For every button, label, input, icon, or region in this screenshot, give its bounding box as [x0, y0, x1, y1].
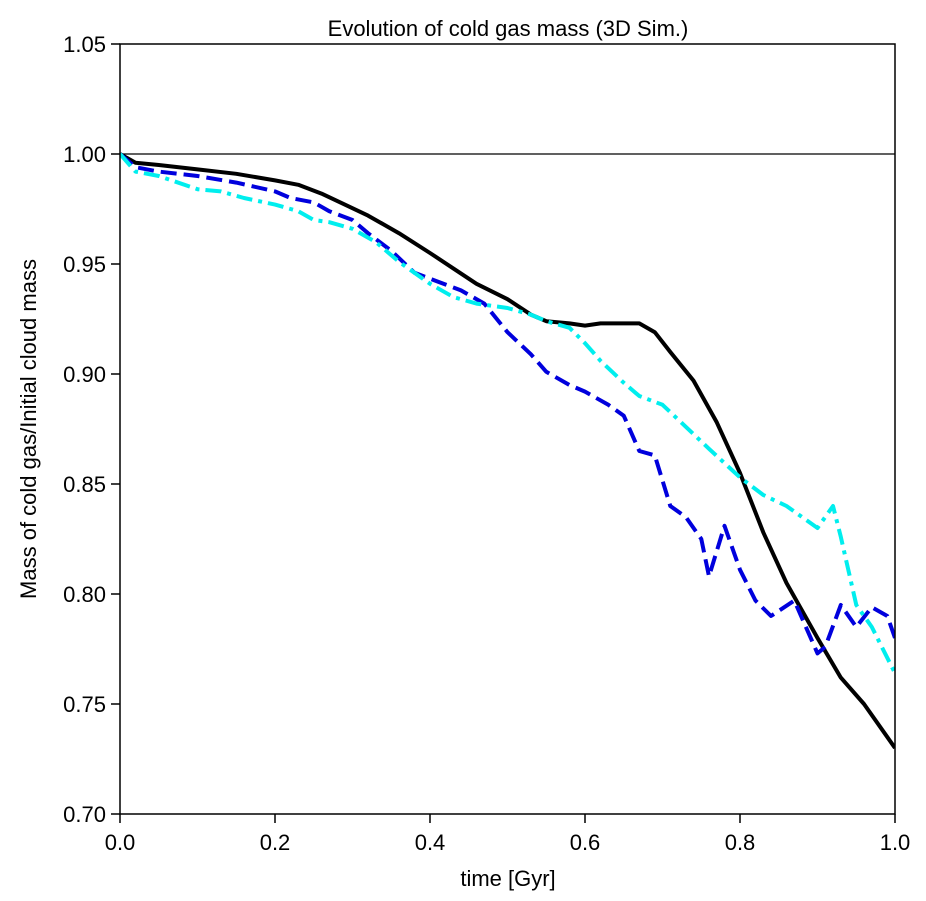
y-tick-label: 0.80	[63, 582, 106, 607]
chart-title: Evolution of cold gas mass (3D Sim.)	[328, 16, 689, 41]
x-tick-label: 1.0	[880, 830, 911, 855]
x-tick-label: 0.2	[260, 830, 291, 855]
y-tick-label: 1.00	[63, 142, 106, 167]
x-tick-label: 0.6	[570, 830, 601, 855]
y-tick-label: 0.95	[63, 252, 106, 277]
y-axis-title: Mass of cold gas/Initial cloud mass	[16, 259, 41, 599]
x-tick-label: 0.8	[725, 830, 756, 855]
series-line-cyan-dashdot	[120, 152, 895, 675]
y-tick-label: 1.05	[63, 32, 106, 57]
plot-frame	[119, 43, 896, 815]
x-axis-title: time [Gyr]	[460, 866, 555, 891]
x-tick-label: 0.0	[105, 830, 136, 855]
series-line-blue-dashed	[120, 152, 895, 656]
series-line-black-solid	[120, 152, 895, 750]
y-tick-label: 0.85	[63, 472, 106, 497]
y-tick-label: 0.90	[63, 362, 106, 387]
y-tick-label: 0.75	[63, 692, 106, 717]
x-tick-label: 0.4	[415, 830, 446, 855]
y-tick-label: 0.70	[63, 802, 106, 827]
